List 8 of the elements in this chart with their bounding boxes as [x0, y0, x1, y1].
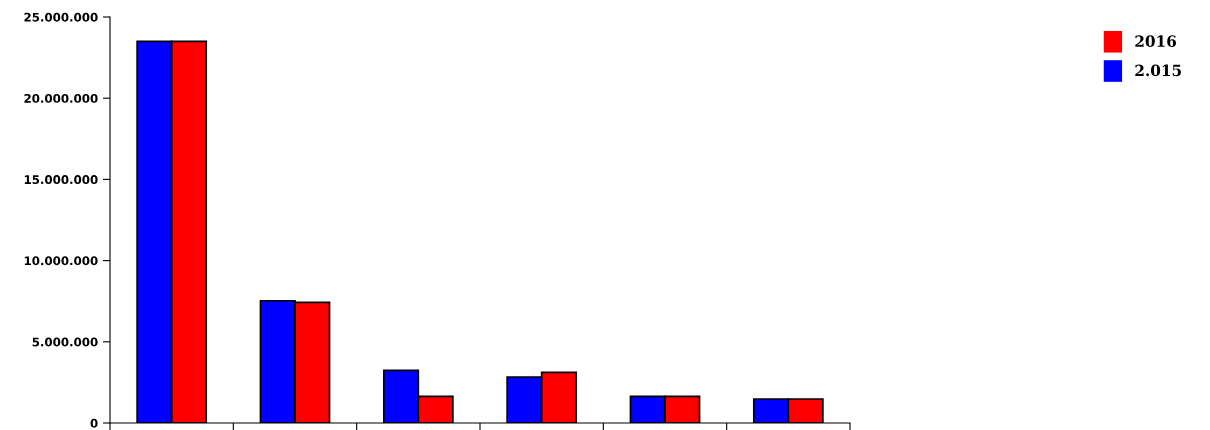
legend-label: 2016 — [1135, 35, 1177, 47]
y-tick-label: 0 — [90, 418, 98, 428]
y-tick-label: 10.000.000 — [24, 256, 98, 266]
legend-label: 2.015 — [1135, 64, 1181, 77]
y-tick-label: 25.000.000 — [24, 12, 98, 22]
y-tick-label: 20.000.000 — [24, 93, 98, 103]
y-tick-label: 5.000.000 — [32, 337, 98, 347]
y-tick-label: 15.000.000 — [24, 175, 98, 185]
